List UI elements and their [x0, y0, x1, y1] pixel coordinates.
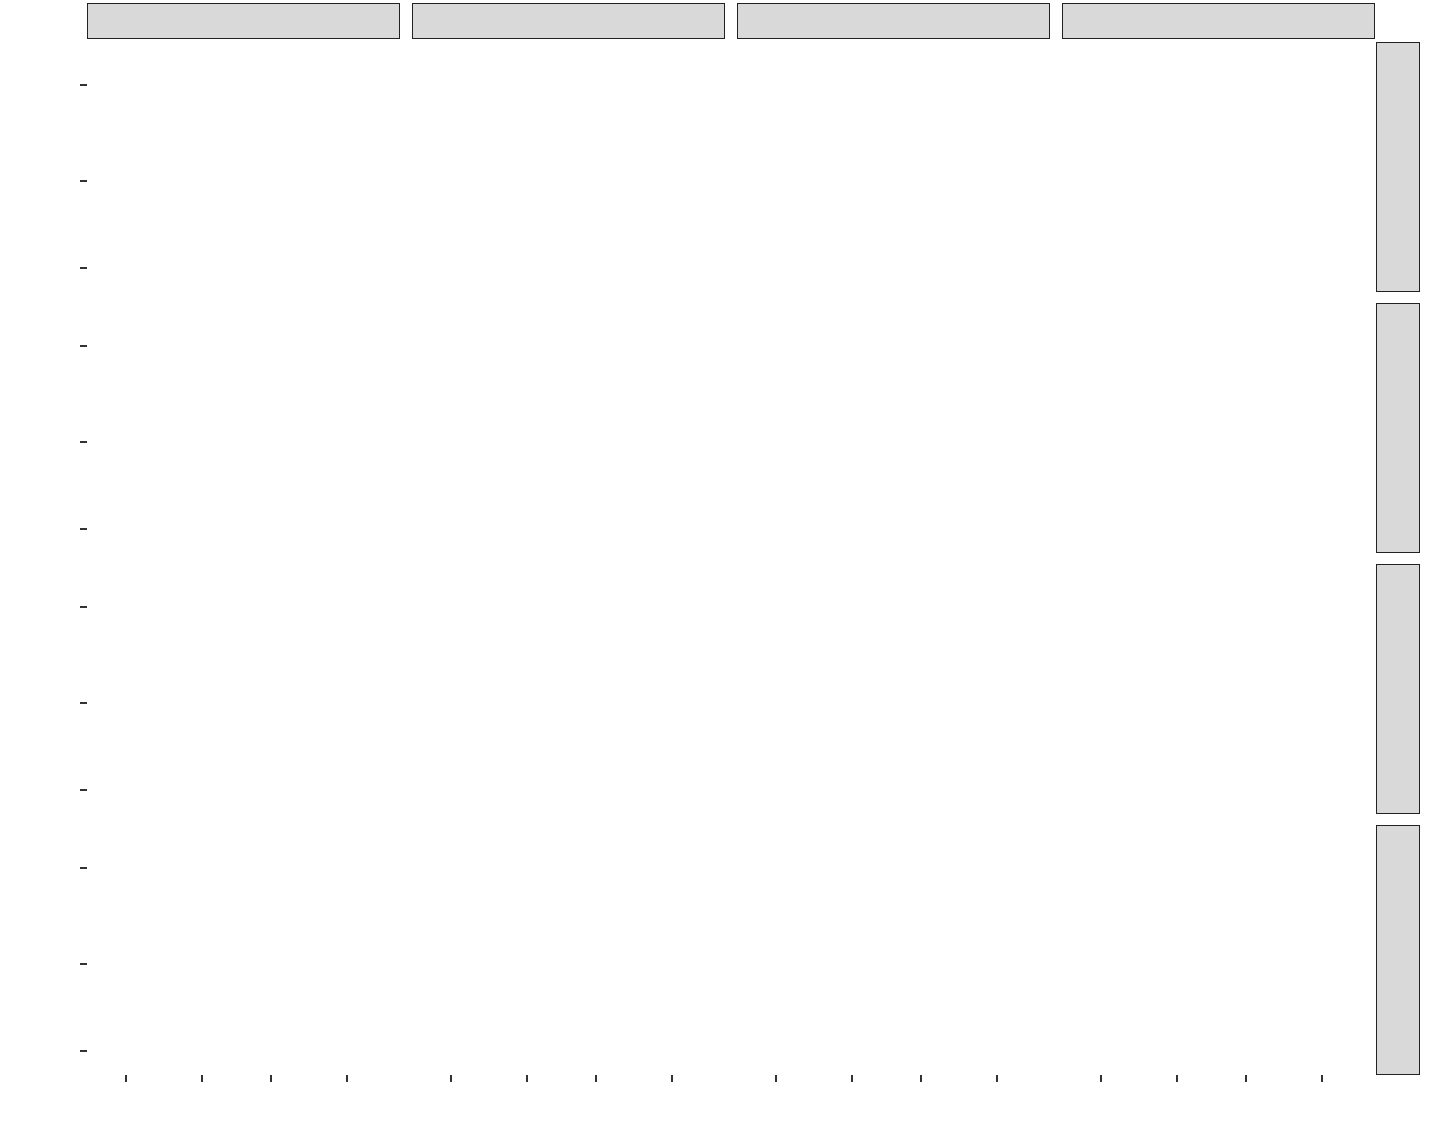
x-tick-mark [1321, 1075, 1324, 1082]
x-tick-mark [996, 1075, 999, 1082]
y-tick-mark [80, 789, 87, 792]
facet-row-header [1376, 303, 1420, 553]
x-tick-mark [1175, 1075, 1178, 1082]
y-tick-mark [80, 962, 87, 965]
facet-column-header [412, 3, 725, 39]
x-tick-mark [1245, 1075, 1248, 1082]
facet-row-header [1376, 564, 1420, 814]
x-tick-mark [850, 1075, 853, 1082]
y-tick-mark [80, 606, 87, 609]
facet-column-header [737, 3, 1050, 39]
y-tick-mark [80, 528, 87, 531]
y-tick-mark [80, 440, 87, 443]
x-tick-mark [449, 1075, 452, 1082]
y-tick-mark [80, 345, 87, 348]
facet-column-header [1062, 3, 1375, 39]
x-tick-mark [1099, 1075, 1102, 1082]
x-tick-mark [124, 1075, 127, 1082]
x-tick-mark [200, 1075, 203, 1082]
y-tick-mark [80, 179, 87, 182]
x-tick-mark [920, 1075, 923, 1082]
x-tick-mark [595, 1075, 598, 1082]
facet-row-header [1376, 42, 1420, 292]
x-tick-mark [346, 1075, 349, 1082]
y-tick-mark [80, 701, 87, 704]
facet-column-header [87, 3, 400, 39]
x-tick-mark [270, 1075, 273, 1082]
y-tick-mark [80, 1050, 87, 1053]
x-tick-mark [774, 1075, 777, 1082]
y-tick-mark [80, 267, 87, 270]
y-tick-mark [80, 867, 87, 870]
x-tick-mark [525, 1075, 528, 1082]
facet-row-header [1376, 825, 1420, 1075]
x-tick-mark [671, 1075, 674, 1082]
y-tick-mark [80, 84, 87, 87]
